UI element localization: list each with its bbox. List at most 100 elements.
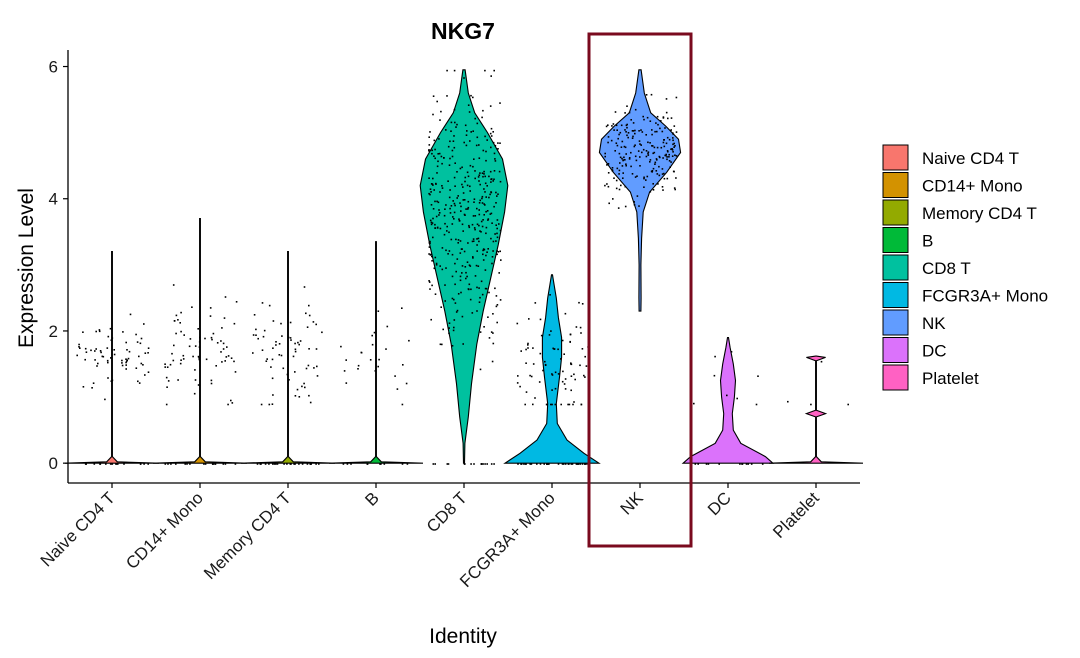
data-point: [493, 152, 496, 155]
data-point: [253, 314, 256, 316]
data-point: [464, 180, 466, 183]
data-point: [135, 367, 138, 369]
data-point: [625, 164, 627, 167]
data-point: [430, 183, 433, 185]
data-point: [543, 463, 545, 465]
data-point: [343, 370, 346, 372]
data-point: [546, 463, 548, 465]
data-point: [437, 160, 439, 163]
data-point: [315, 463, 317, 465]
data-point: [169, 363, 172, 366]
data-point: [142, 364, 144, 366]
data-point: [272, 347, 274, 349]
data-point: [481, 116, 483, 119]
data-point: [283, 463, 285, 465]
x-tick-label: CD14+ Mono: [122, 488, 207, 573]
data-point: [428, 246, 431, 248]
data-point: [436, 172, 438, 174]
data-point: [462, 192, 465, 194]
x-tick-label: NK: [617, 488, 648, 519]
data-point: [431, 222, 434, 224]
data-point: [482, 149, 485, 152]
data-point: [668, 156, 670, 158]
data-point: [111, 337, 114, 339]
data-point: [662, 189, 664, 191]
data-point: [528, 318, 530, 320]
data-point: [670, 148, 672, 150]
data-point: [552, 347, 554, 350]
data-point: [551, 373, 553, 375]
data-point: [225, 356, 228, 358]
data-point: [637, 150, 640, 152]
data-point: [604, 155, 606, 158]
data-point: [666, 136, 669, 139]
data-point: [476, 250, 478, 252]
data-point: [94, 359, 96, 361]
data-point: [294, 342, 296, 345]
data-point: [457, 195, 459, 197]
legend-label: Naive CD4 T: [922, 149, 1019, 168]
data-point: [660, 146, 663, 149]
data-point: [611, 125, 613, 127]
data-point: [439, 119, 441, 121]
data-point: [554, 387, 557, 390]
data-point: [97, 362, 99, 365]
data-point: [479, 331, 482, 333]
data-point: [469, 298, 472, 301]
data-point: [179, 322, 181, 324]
data-point: [438, 138, 440, 140]
data-point: [628, 111, 631, 114]
data-point: [451, 155, 454, 158]
data-point: [634, 129, 636, 132]
data-point: [498, 223, 500, 225]
data-point: [294, 350, 297, 353]
data-point: [230, 399, 232, 402]
data-point: [263, 329, 266, 332]
data-point: [111, 379, 114, 382]
data-point: [401, 307, 403, 309]
data-point: [630, 151, 632, 154]
data-point: [408, 339, 410, 342]
data-point: [396, 388, 399, 390]
data-point: [490, 135, 493, 137]
x-tick-label: FCGR3A+ Mono: [456, 488, 559, 591]
data-point: [127, 357, 130, 360]
data-point: [564, 378, 567, 380]
data-point: [428, 144, 431, 146]
data-point: [658, 174, 661, 177]
data-point: [620, 184, 622, 187]
data-point: [490, 178, 493, 180]
violin-5: [503, 274, 601, 464]
data-point: [476, 238, 478, 240]
data-point: [107, 361, 109, 364]
data-point: [211, 338, 213, 341]
violin-7: [681, 337, 775, 464]
data-point: [172, 284, 175, 286]
data-point: [476, 244, 478, 246]
data-point: [612, 198, 614, 200]
data-point: [438, 214, 440, 216]
data-point: [470, 94, 472, 97]
data-point: [432, 217, 434, 220]
data-point: [490, 463, 493, 465]
data-point: [454, 121, 456, 124]
data-point: [672, 132, 674, 134]
data-point: [481, 293, 484, 296]
data-point: [143, 463, 145, 465]
data-point: [755, 403, 758, 406]
violin-1: [152, 218, 248, 464]
x-tick-label: Naive CD4 T: [37, 488, 119, 570]
data-point: [495, 305, 498, 308]
data-point: [575, 463, 578, 465]
data-point: [434, 463, 436, 465]
data-point: [125, 360, 128, 363]
data-point: [483, 203, 485, 205]
data-point: [91, 387, 93, 389]
data-point: [564, 388, 567, 390]
data-point: [605, 125, 608, 128]
data-point: [642, 148, 645, 151]
data-point: [495, 191, 497, 194]
data-point: [642, 115, 644, 118]
legend-swatch: [882, 144, 909, 171]
